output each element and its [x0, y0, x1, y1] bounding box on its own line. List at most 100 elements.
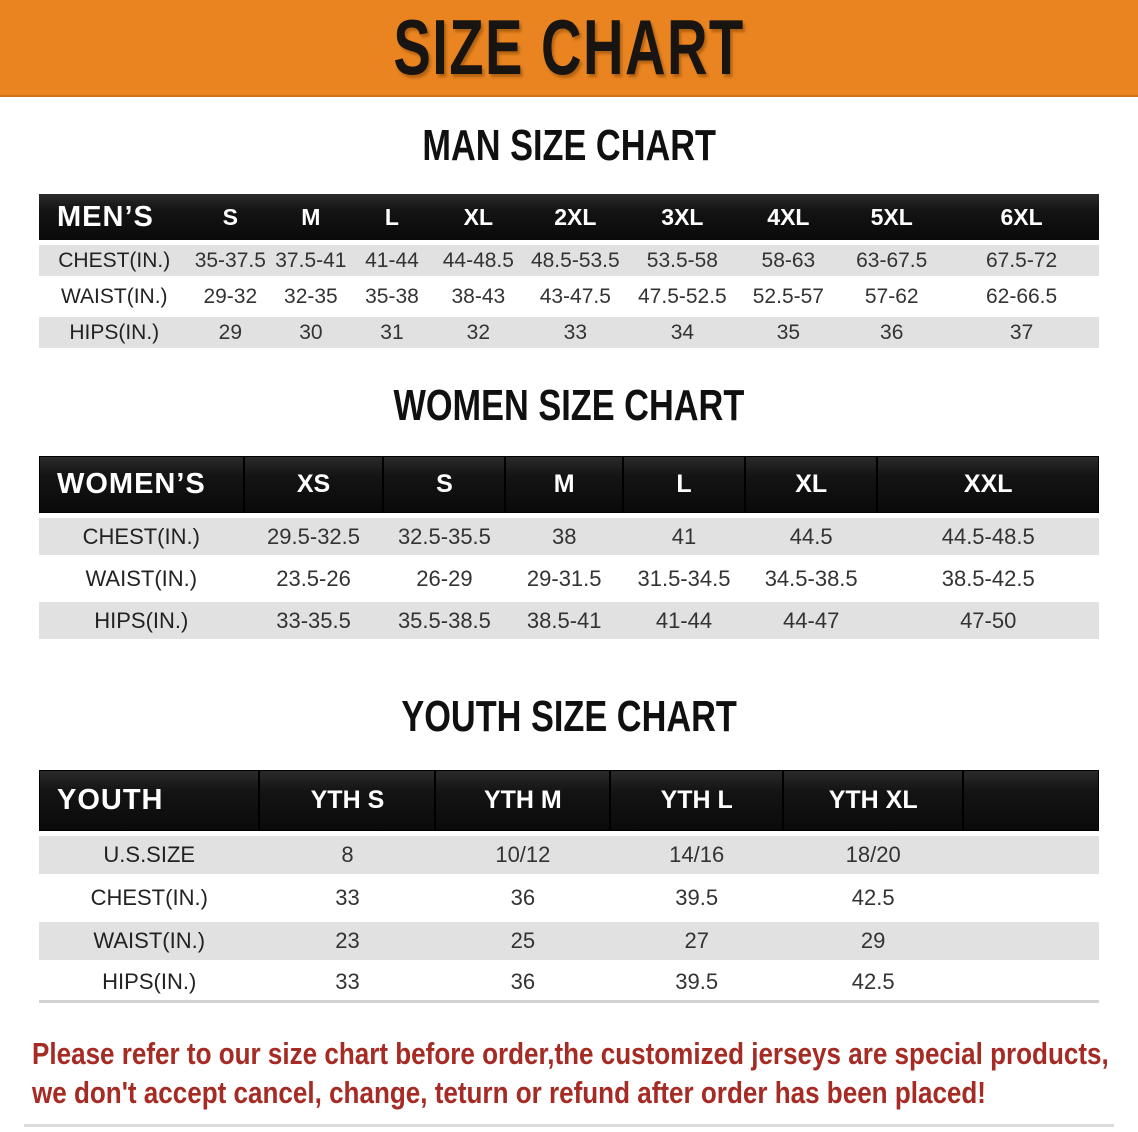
size-value-cell: 57-62 — [864, 284, 919, 308]
column-header: M — [505, 456, 624, 514]
row-label: CHEST(IN.) — [90, 884, 208, 910]
size-value-cell: 36 — [510, 884, 536, 910]
size-value-cell: 44.5 — [744, 518, 878, 556]
size-value-cell: 35-37.5 — [189, 245, 272, 277]
size-value-cell: 14/16 — [610, 835, 784, 874]
row-label: HIPS(IN.) — [39, 602, 244, 640]
banner-title: SIZE CHART — [393, 3, 745, 91]
size-value-cell: 29-32 — [203, 284, 258, 308]
table-corner-label: MEN’S — [39, 194, 190, 241]
size-value-cell: 35.5-38.5 — [383, 602, 506, 640]
size-value-cell: 30 — [271, 317, 351, 349]
row-label: CHEST(IN.) — [39, 245, 190, 277]
row-label: HIPS(IN.) — [39, 317, 190, 349]
row-label: WAIST(IN.) — [39, 921, 260, 960]
size-value-cell: 38-43 — [451, 284, 506, 308]
size-value-cell: 44.5-48.5 — [877, 518, 1099, 556]
size-value-cell: 37.5-41 — [271, 245, 351, 277]
youth-size-table: YOUTH YTH S YTH M YTH L YTH XL U.S.SIZE 8 10/12… — [39, 765, 1099, 1008]
size-value-cell: 29 — [783, 921, 964, 960]
column-header: 4XL — [737, 194, 840, 241]
size-value-cell: 10/12 — [435, 835, 611, 874]
size-value-cell: 8 — [259, 835, 436, 874]
disclaimer-text: Please refer to our size chart before or… — [0, 1034, 1138, 1112]
column-header: 2XL — [523, 194, 628, 241]
size-value-cell — [963, 835, 1099, 874]
size-value-cell: 34.5-38.5 — [764, 565, 858, 591]
size-value-cell: 41-44 — [623, 602, 745, 640]
table-header-row: WOMEN’S XS S M L XL XXL — [39, 456, 1099, 514]
column-header: YTH XL — [783, 769, 964, 831]
table-row: HIPS(IN.) 33-35.5 35.5-38.5 38.5-41 41-44 44-… — [39, 602, 1099, 640]
bottom-edge-line — [24, 1123, 1114, 1127]
size-value-cell: 62-66.5 — [985, 284, 1058, 308]
size-value-cell: 44-47 — [744, 602, 878, 640]
size-value-cell: 42.5 — [783, 965, 964, 1003]
column-header: L — [350, 194, 434, 241]
table-header-row: YOUTH YTH S YTH M YTH L YTH XL — [39, 769, 1099, 831]
size-value-cell: 42.5 — [851, 884, 895, 910]
column-header: XL — [744, 456, 878, 514]
size-value-cell: 27 — [610, 921, 784, 960]
table-corner-label: YOUTH — [39, 769, 260, 831]
table-row: HIPS(IN.) 29 30 31 32 33 34 35 36 37 — [39, 317, 1099, 349]
size-value-cell: 38 — [505, 518, 624, 556]
size-value-cell — [963, 965, 1099, 1003]
column-header: S — [383, 456, 506, 514]
size-value-cell: 29 — [189, 317, 272, 349]
size-value-cell: 35-38 — [365, 284, 419, 308]
size-value-cell: 38.5-41 — [505, 602, 624, 640]
size-value-cell: 48.5-53.5 — [523, 245, 628, 277]
men-section: MAN SIZE CHART MEN’S S M L XL 2XL 3XL 4XL 5XL 6XL… — [0, 121, 1138, 353]
size-value-cell: 47.5-52.5 — [638, 284, 727, 308]
size-value-cell: 36 — [839, 317, 945, 349]
size-value-cell: 41 — [623, 518, 745, 556]
column-header: XS — [243, 456, 384, 514]
size-value-cell: 32.5-35.5 — [383, 518, 506, 556]
size-value-cell: 31.5-34.5 — [637, 565, 731, 591]
size-value-cell: 58-63 — [737, 245, 840, 277]
table-corner-label: WOMEN’S — [39, 456, 244, 514]
women-size-table: WOMEN’S XS S M L XL XXL CHEST(IN.) 29.5-32.5 32.5… — [39, 451, 1099, 644]
size-value-cell: 33 — [259, 965, 436, 1003]
size-value-cell: 29.5-32.5 — [243, 518, 384, 556]
table-row: CHEST(IN.) 29.5-32.5 32.5-35.5 38 41 44.5 44.5… — [39, 518, 1099, 556]
size-value-cell: 37 — [944, 317, 1099, 349]
table-row: CHEST(IN.) 35-37.5 37.5-41 41-44 44-48.5 48.5… — [39, 245, 1099, 277]
size-value-cell: 52.5-57 — [752, 284, 824, 308]
youth-section-title: YOUTH SIZE CHART — [0, 694, 1138, 740]
size-value-cell: 29-31.5 — [526, 565, 602, 591]
man-section-title: MAN SIZE CHART — [0, 121, 1138, 170]
size-value-cell: 43-47.5 — [539, 284, 611, 308]
youth-section-title-text: YOUTH SIZE CHART — [401, 692, 737, 742]
table-row: U.S.SIZE 8 10/12 14/16 18/20 — [39, 835, 1099, 874]
youth-section: YOUTH SIZE CHART YOUTH YTH S YTH M YTH L YTH… — [0, 694, 1138, 1007]
column-header — [963, 769, 1099, 831]
table-row: CHEST(IN.) 33 36 39.5 42.5 — [39, 879, 1099, 917]
size-value-cell: 36 — [435, 965, 611, 1003]
size-chart-banner: SIZE CHART — [0, 0, 1138, 97]
size-value-cell: 33-35.5 — [243, 602, 384, 640]
column-header: XL — [433, 194, 524, 241]
size-value-cell: 67.5-72 — [944, 245, 1099, 277]
disclaimer-line-2: we don't accept cancel, change, teturn o… — [32, 1074, 986, 1110]
man-section-title-text: MAN SIZE CHART — [422, 121, 716, 170]
size-value-cell — [963, 879, 1099, 917]
size-value-cell: 33 — [523, 317, 628, 349]
column-header: M — [271, 194, 351, 241]
size-value-cell: 41-44 — [350, 245, 434, 277]
table-row: WAIST(IN.) 23.5-26 26-29 29-31.5 31.5-34.5 34… — [39, 560, 1099, 597]
women-section: WOMEN SIZE CHART WOMEN’S XS S M L XL XXL CHEST(… — [0, 382, 1138, 644]
table-row: WAIST(IN.) 23 25 27 29 — [39, 921, 1099, 960]
size-value-cell: 34 — [627, 317, 738, 349]
row-label: WAIST(IN.) — [60, 284, 168, 308]
row-label: CHEST(IN.) — [39, 518, 244, 556]
size-value-cell: 33 — [335, 884, 360, 910]
size-value-cell: 47-50 — [877, 602, 1099, 640]
row-label: HIPS(IN.) — [39, 965, 260, 1003]
column-header: YTH M — [435, 769, 611, 831]
column-header: YTH L — [610, 769, 784, 831]
men-size-table: MEN’S S M L XL 2XL 3XL 4XL 5XL 6XL CHEST(IN.) 35-37… — [39, 189, 1099, 353]
column-header: YTH S — [259, 769, 436, 831]
size-value-cell: 39.5 — [675, 884, 719, 910]
